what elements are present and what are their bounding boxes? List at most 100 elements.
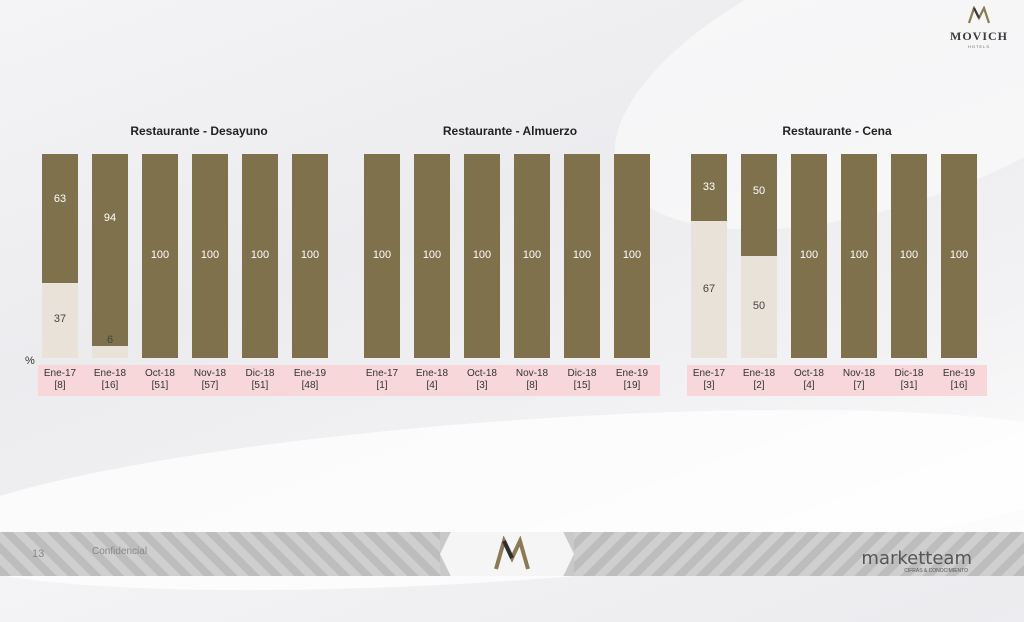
base-label: [51] <box>251 380 269 391</box>
bar: 100 <box>192 154 228 358</box>
footer <box>0 532 1024 576</box>
category-label: Ene-19 <box>942 368 976 379</box>
footer-pattern-right <box>574 532 1024 576</box>
bar: 33 67 <box>691 154 727 358</box>
percent-unit-label: % <box>25 355 35 367</box>
category-tick: Nov-18 [8] <box>507 368 557 392</box>
base-label: [57] <box>201 380 219 391</box>
category-label: Oct-18 <box>144 368 175 379</box>
bar: 50 50 <box>741 154 777 358</box>
category-label: Nov-18 <box>515 368 549 379</box>
data-label-top: 100 <box>150 249 170 261</box>
base-label: [8] <box>526 380 538 391</box>
bar-segment-top <box>292 154 328 358</box>
axis-label-strip <box>360 365 660 396</box>
category-label: Ene-18 <box>742 368 776 379</box>
bar-segment-bottom <box>691 221 727 358</box>
category-label: Ene-17 <box>43 368 77 379</box>
data-label-top: 94 <box>103 211 117 224</box>
base-label: [1] <box>376 380 388 391</box>
category-tick: Ene-18 [16] <box>85 368 135 392</box>
base-label: [19] <box>623 380 641 391</box>
data-label-top: 100 <box>572 249 592 261</box>
bar: 100 <box>791 154 827 358</box>
bar: 100 <box>364 154 400 358</box>
bar-segment-top <box>192 154 228 358</box>
footer-center-plate <box>440 532 574 576</box>
marketteam-brand: marketteam <box>861 548 972 569</box>
category-label: Ene-17 <box>365 368 399 379</box>
category-tick: Dic-18 [31] <box>884 368 934 392</box>
logo-name: MOVICH <box>950 29 1008 43</box>
data-label-top: 100 <box>949 249 969 261</box>
bar-segment-top <box>791 154 827 358</box>
category-label: Oct-18 <box>466 368 497 379</box>
base-label: [48] <box>301 380 319 391</box>
movich-logo-icon <box>967 5 991 24</box>
bar-segment-top <box>891 154 927 358</box>
category-label: Ene-17 <box>692 368 726 379</box>
data-label-top: 100 <box>799 249 819 261</box>
category-label: Nov-18 <box>193 368 227 379</box>
category-label: Oct-18 <box>793 368 824 379</box>
category-label: Ene-19 <box>615 368 649 379</box>
bar: 100 <box>891 154 927 358</box>
page-number: 13 <box>32 548 45 560</box>
category-tick: Oct-18 [4] <box>784 368 834 392</box>
data-label-top: 100 <box>522 249 542 261</box>
base-label: [3] <box>476 380 488 391</box>
category-label: Ene-18 <box>93 368 127 379</box>
bar-segment-bottom <box>741 256 777 358</box>
category-label: Ene-18 <box>415 368 449 379</box>
chart-2: Restaurante - Cena 33 67 Ene-17 [3] 50 50 Ene-1… <box>687 124 987 404</box>
bar: 100 <box>514 154 550 358</box>
data-label-top: 100 <box>300 249 320 261</box>
bar-segment-top <box>941 154 977 358</box>
bar: 100 <box>464 154 500 358</box>
category-tick: Dic-18 [51] <box>235 368 285 392</box>
chart-title: Restaurante - Almuerzo <box>442 124 578 138</box>
footer-logo-icon <box>494 536 530 570</box>
category-tick: Ene-17 [3] <box>684 368 734 392</box>
category-tick: Ene-17 [8] <box>35 368 85 392</box>
bar-segment-top <box>414 154 450 358</box>
confidential-label: Confidencial <box>92 546 148 557</box>
movich-logo: MOVICH HOTELS <box>944 5 1014 49</box>
category-tick: Ene-19 [19] <box>607 368 657 392</box>
data-label-top: 50 <box>752 184 766 197</box>
axis-label-strip <box>687 365 987 396</box>
bar: 94 6 <box>92 154 128 358</box>
base-label: [3] <box>703 380 715 391</box>
bar-segment-top <box>364 154 400 358</box>
data-label-bottom: 67 <box>702 282 716 295</box>
category-label: Nov-18 <box>842 368 876 379</box>
base-label: [16] <box>950 380 968 391</box>
category-label: Ene-19 <box>293 368 327 379</box>
axis-label-strip <box>38 365 360 396</box>
chart-1: Restaurante - Almuerzo 100 Ene-17 [1] 100 Ene… <box>360 124 660 404</box>
chart-0: Restaurante - Desayuno 63 37 Ene-17 [8] 94 6 En… <box>38 124 360 404</box>
category-tick: Ene-17 [1] <box>357 368 407 392</box>
bar-segment-top <box>614 154 650 358</box>
data-label-top: 100 <box>849 249 869 261</box>
data-label-top: 100 <box>622 249 642 261</box>
bar-segment-top <box>92 154 128 346</box>
chart-title: Restaurante - Cena <box>782 124 892 138</box>
data-label-top: 33 <box>702 180 716 193</box>
chart-title: Restaurante - Desayuno <box>130 124 268 138</box>
data-label-top: 100 <box>422 249 442 261</box>
category-label: Dic-18 <box>245 368 275 379</box>
data-label-top: 100 <box>250 249 270 261</box>
bar: 100 <box>242 154 278 358</box>
logo-sub: HOTELS <box>967 44 990 49</box>
data-label-bottom: 37 <box>53 313 67 326</box>
base-label: [16] <box>101 380 119 391</box>
category-tick: Oct-18 [3] <box>457 368 507 392</box>
category-label: Dic-18 <box>567 368 597 379</box>
base-label: [15] <box>573 380 591 391</box>
category-tick: Nov-18 [7] <box>834 368 884 392</box>
base-label: [51] <box>151 380 169 391</box>
bar-segment-top <box>691 154 727 222</box>
base-label: [7] <box>853 380 865 391</box>
marketteam-brand-sub: CIFRAS & CONOCIMIENTO <box>904 568 968 574</box>
